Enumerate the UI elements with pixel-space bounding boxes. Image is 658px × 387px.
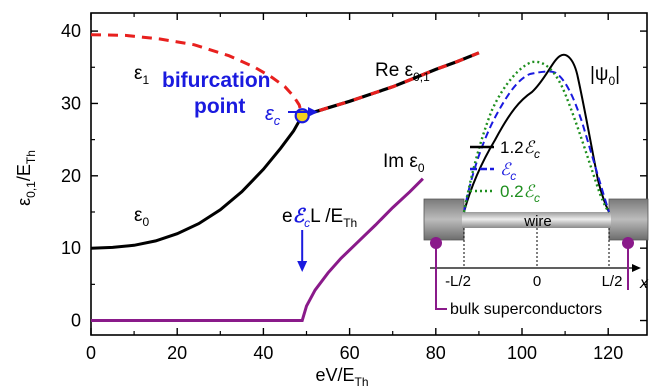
label-re-eps: Re ε0,1 bbox=[375, 60, 430, 84]
inset-tick-left: -L/2 bbox=[445, 273, 471, 290]
label-eps-c: εc bbox=[265, 103, 281, 128]
wire-label: wire bbox=[523, 213, 552, 230]
left-lead-line bbox=[435, 243, 447, 310]
inset-x-axis-arrowhead bbox=[632, 264, 641, 272]
inset-wavefunction: wire -L/2 0 L/2 x bulk superconductors |… bbox=[423, 53, 649, 318]
left-taper bbox=[450, 199, 464, 240]
y-axis-title: ε0,1/ETh bbox=[14, 150, 38, 206]
x-tick-label: 80 bbox=[426, 343, 446, 363]
y-tick-label: 30 bbox=[61, 93, 81, 113]
series-0 bbox=[90, 115, 304, 250]
y-axis-ticks: 0 10 20 30 40 bbox=[61, 21, 647, 331]
label-eps0: ε0 bbox=[134, 205, 149, 229]
x-axis-title: eV/ETh bbox=[315, 365, 368, 387]
psi-label: |ψ0| bbox=[590, 64, 620, 88]
legend-label-0: 1.2ℰc bbox=[500, 138, 540, 161]
wire-body bbox=[462, 212, 611, 228]
label-critical-value: eℰcL /ETh bbox=[282, 205, 357, 230]
legend-label-1: ℰc bbox=[500, 160, 516, 183]
label-eps1: ε1 bbox=[134, 63, 149, 87]
psi-curve-1.2-eps-c bbox=[463, 53, 610, 213]
bulk-superconductors-label: bulk superconductors bbox=[450, 301, 602, 318]
series-3 bbox=[91, 177, 424, 322]
series-1 bbox=[90, 33, 304, 117]
critical-arrow-head bbox=[297, 261, 308, 272]
label-im-eps: Im ε0 bbox=[383, 151, 425, 175]
x-tick-label: 100 bbox=[507, 343, 537, 363]
y-tick-label: 10 bbox=[61, 238, 81, 258]
inset-tick-right: L/2 bbox=[602, 273, 623, 290]
inset-tick-mid: 0 bbox=[533, 273, 541, 290]
x-tick-label: 120 bbox=[593, 343, 623, 363]
bifurcation-label-line2: point bbox=[194, 95, 245, 118]
psi-curve-eps-c bbox=[463, 70, 610, 213]
x-tick-label: 0 bbox=[86, 343, 96, 363]
y-tick-label: 40 bbox=[61, 21, 81, 41]
x-axis-ticks: 0 20 40 60 80 100 120 bbox=[86, 13, 623, 363]
inset-axis-label-x: x bbox=[639, 275, 649, 292]
plot-frame bbox=[90, 12, 648, 336]
x-tick-label: 40 bbox=[253, 343, 273, 363]
right-taper bbox=[609, 199, 623, 240]
psi-curve-0.2-eps-c bbox=[462, 60, 610, 213]
series-layer bbox=[90, 33, 480, 322]
eps-c-arrow-head bbox=[308, 107, 318, 117]
x-tick-label: 60 bbox=[340, 343, 360, 363]
critical-arrow bbox=[297, 230, 308, 272]
y-tick-label: 0 bbox=[71, 311, 81, 331]
series-2-overlay bbox=[301, 51, 480, 118]
y-tick-label: 20 bbox=[61, 166, 81, 186]
legend-label-2: 0.2ℰc bbox=[500, 182, 540, 205]
x-tick-label: 20 bbox=[167, 343, 187, 363]
bifurcation-label-line1: bifurcation bbox=[162, 69, 271, 92]
